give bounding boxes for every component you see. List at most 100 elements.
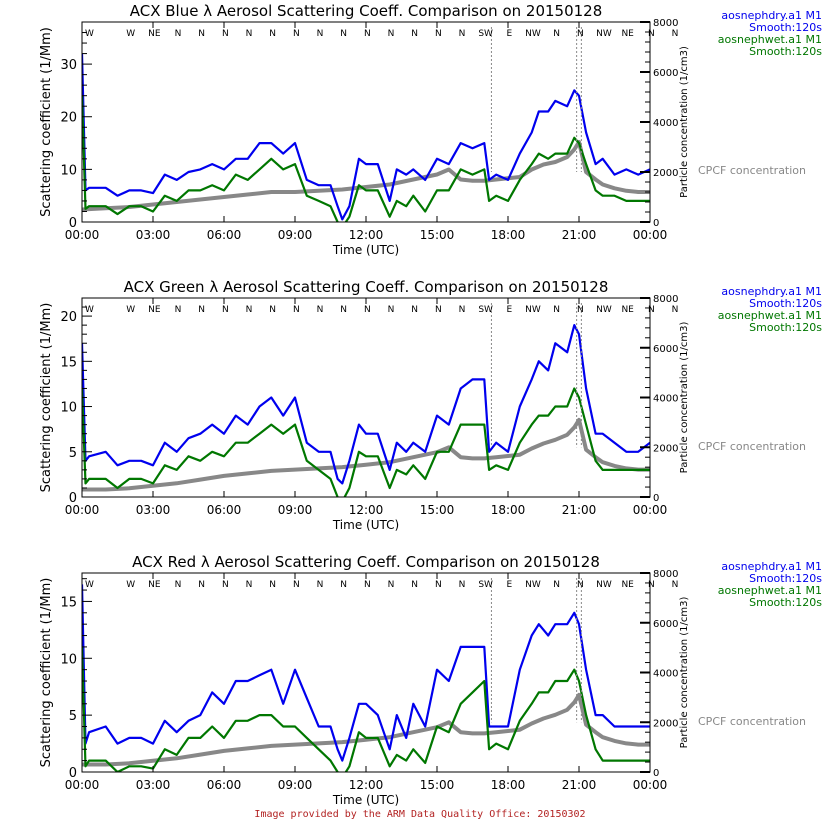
x-tick-label: 12:00 [349,778,384,792]
series-line-aosnephdry-a1-m1 [82,53,650,221]
y-tick-label: 10 [60,401,77,416]
wind-direction-label: N [553,29,560,39]
legend-wet-label: aosnephwet.a1 M1 [718,33,822,46]
wind-direction-label: N [340,29,347,39]
wind-direction-label: N [388,305,395,315]
x-tick-label: 18:00 [491,778,526,792]
x-tick-label: 00:00 [633,228,668,242]
wind-direction-label: N [648,305,655,315]
y2-tick-label: 4000 [653,669,678,680]
chart-title: ACX Blue λ Aerosol Scattering Coeff. Com… [130,2,603,20]
wind-direction-label: N [459,29,466,39]
y2-tick-label: 0 [653,768,659,779]
y2-tick-label: 8000 [653,569,678,580]
x-axis-label: Time (UTC) [332,518,399,532]
wind-direction-label: N [269,29,276,39]
wind-direction-label: N [317,305,324,315]
y2-tick-label: 6000 [653,344,678,355]
wind-direction-label: N [364,580,371,590]
wind-direction-label: N [222,580,229,590]
wind-direction-label: N [246,580,253,590]
legend-cpc-label: CPCF concentration [698,164,806,177]
chart-title: ACX Green λ Aerosol Scattering Coeff. Co… [124,278,609,296]
x-tick-label: 06:00 [207,503,242,517]
wind-direction-label: NW [596,29,612,39]
x-tick-label: 21:00 [562,778,597,792]
x-tick-label: 21:00 [562,503,597,517]
x-tick-label: 12:00 [349,503,384,517]
x-axis-label: Time (UTC) [332,793,399,807]
wind-direction-label: N [411,580,418,590]
wind-direction-label: W [85,580,94,590]
wind-direction-label: N [411,29,418,39]
legend-wet-label: aosnephwet.a1 M1 [718,584,822,597]
legend-cpc-label: CPCF concentration [698,440,806,453]
x-tick-label: 18:00 [491,503,526,517]
y-tick-label: 5 [69,709,77,724]
wind-direction-label: NW [525,29,541,39]
x-tick-label: 09:00 [278,778,313,792]
wind-direction-label: SW [478,305,493,315]
footer-credit: Image provided by the ARM Data Quality O… [254,809,586,820]
wind-direction-label: NW [596,305,612,315]
series-line-aosnephdry-a1-m1 [82,324,650,485]
legend-dry-smooth: Smooth:120s [749,297,822,310]
y2-tick-label: 4000 [653,118,678,129]
x-tick-label: 03:00 [136,228,171,242]
wind-direction-label: N [175,580,182,590]
wind-direction-label: N [175,29,182,39]
wind-direction-label: W [85,305,94,315]
series-line-aosnephwet-a1-m1 [82,387,650,497]
wind-direction-label: NE [148,305,161,315]
wind-direction-label: NE [621,29,634,39]
y2-axis-label: Particle concentration (1/cm3) [679,46,690,198]
y-tick-label: 20 [60,111,77,126]
legend-wet-label: aosnephwet.a1 M1 [718,309,822,322]
x-tick-label: 21:00 [562,228,597,242]
x-tick-label: 15:00 [420,503,455,517]
wind-direction-label: N [672,29,679,39]
x-tick-label: 09:00 [278,503,313,517]
x-tick-label: 00:00 [65,778,100,792]
y2-tick-label: 4000 [653,394,678,405]
y-axis-label: Scattering coefficient (1/Mm) [39,303,54,493]
wind-direction-label: N [246,305,253,315]
series-line-cpcf-concentration [82,692,650,767]
wind-direction-label: N [388,29,395,39]
x-tick-label: 18:00 [491,228,526,242]
wind-direction-label: NW [525,305,541,315]
x-tick-label: 03:00 [136,503,171,517]
wind-direction-label: SW [478,580,493,590]
wind-direction-label: NW [525,580,541,590]
y2-tick-label: 2000 [653,443,678,454]
y2-tick-label: 0 [653,493,659,504]
y2-tick-label: 6000 [653,68,678,79]
y-tick-label: 5 [69,446,77,461]
legend-dry-label: aosnephdry.a1 M1 [721,9,822,22]
wind-direction-label: NE [148,580,161,590]
wind-direction-label: N [317,29,324,39]
y-axis-label: Scattering coefficient (1/Mm) [39,27,54,217]
series-line-aosnephdry-a1-m1 [82,584,650,762]
wind-direction-label: SW [478,29,493,39]
wind-direction-label: E [506,305,512,315]
wind-direction-label: E [506,29,512,39]
wind-direction-label: NE [621,305,634,315]
legend-dry-label: aosnephdry.a1 M1 [721,285,822,298]
legend-dry-label: aosnephdry.a1 M1 [721,560,822,573]
y-tick-label: 15 [60,595,77,610]
wind-direction-label: N [175,305,182,315]
y-axis-label: Scattering coefficient (1/Mm) [39,578,54,768]
y2-tick-label: 8000 [653,18,678,29]
wind-direction-label: N [577,580,584,590]
y2-tick-label: 6000 [653,619,678,630]
y-tick-label: 0 [69,766,77,781]
wind-direction-label: N [198,305,205,315]
wind-direction-label: N [293,580,300,590]
wind-direction-label: NW [596,580,612,590]
wind-direction-label: N [648,580,655,590]
x-tick-label: 00:00 [633,778,668,792]
wind-direction-label: N [435,305,442,315]
x-tick-label: 06:00 [207,228,242,242]
wind-direction-label: N [269,305,276,315]
